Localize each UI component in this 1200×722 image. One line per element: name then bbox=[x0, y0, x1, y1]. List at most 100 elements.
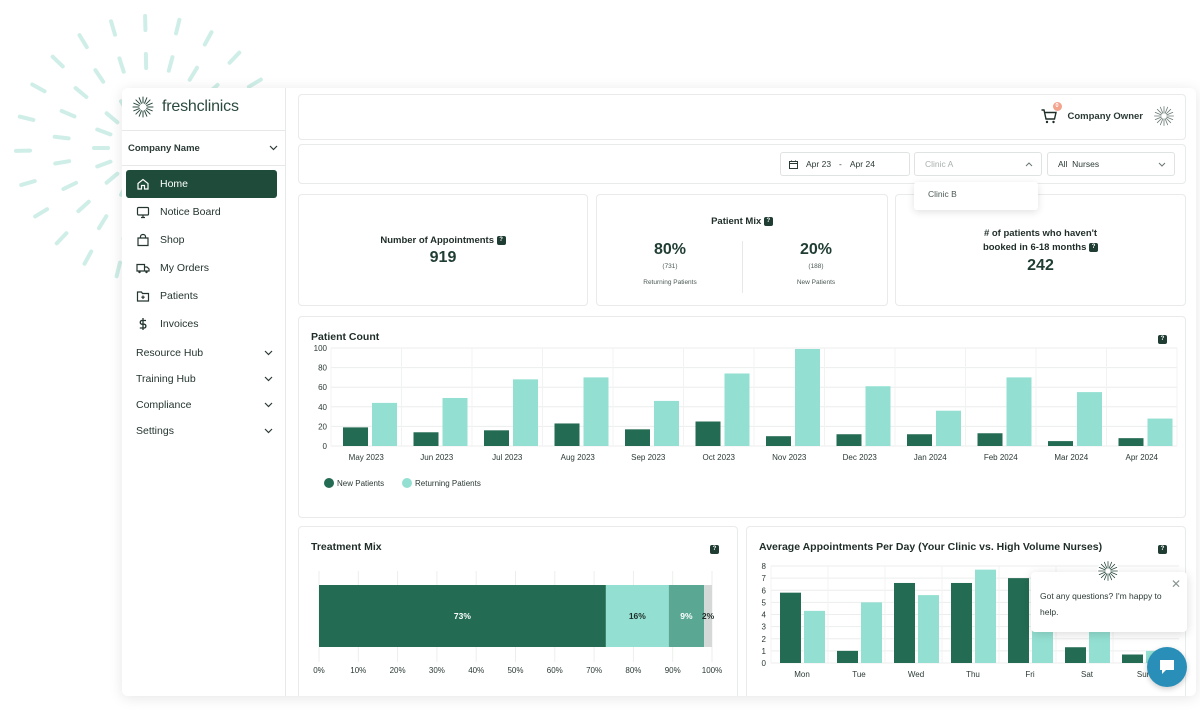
x-tick-label: Wed bbox=[908, 670, 924, 679]
x-tick-label: Sat bbox=[1081, 670, 1094, 679]
segment-label: 16% bbox=[629, 611, 646, 621]
burst-ray bbox=[1156, 117, 1163, 124]
burst-ray bbox=[54, 231, 69, 246]
company-select[interactable]: Company Name bbox=[122, 130, 286, 166]
info-icon[interactable]: ? bbox=[1158, 545, 1167, 554]
kpi-appointments-card: Number of Appointments ? 919 bbox=[298, 194, 588, 306]
sidebar-group-resource-hub[interactable]: Resource Hub bbox=[126, 340, 277, 366]
info-icon[interactable]: ? bbox=[496, 235, 506, 245]
bar-high-volume bbox=[975, 569, 996, 663]
x-tick-label: 80% bbox=[625, 666, 641, 675]
bar-new-patients bbox=[907, 434, 932, 446]
sidebar-item-my-orders[interactable]: My Orders bbox=[126, 254, 277, 282]
burst-ray bbox=[1110, 566, 1118, 571]
bar-your-clinic bbox=[1008, 578, 1029, 663]
info-icon[interactable]: ? bbox=[763, 216, 773, 226]
cart-button[interactable]: 0 bbox=[1040, 102, 1062, 125]
sidebar-item-label: Notice Board bbox=[160, 206, 221, 218]
user-name[interactable]: Company Owner bbox=[1067, 110, 1144, 122]
clinic-dropdown-menu: Clinic B bbox=[914, 182, 1038, 210]
burst-ray bbox=[145, 99, 151, 105]
treatment-mix-title: Treatment Mix bbox=[311, 541, 382, 553]
bar-returning-patients bbox=[1077, 392, 1102, 446]
truck-icon bbox=[136, 263, 150, 274]
info-icon[interactable]: ? bbox=[1089, 242, 1099, 252]
segment-label: 2% bbox=[702, 611, 715, 621]
kpi-patient-mix-title: Patient Mix ? bbox=[597, 216, 887, 227]
x-tick-label: Jan 2024 bbox=[914, 453, 947, 462]
burst-ray bbox=[145, 109, 151, 115]
nurses-select[interactable]: All Nurses bbox=[1047, 152, 1175, 176]
brand-logo[interactable]: freshclinics bbox=[132, 96, 239, 118]
burst-ray bbox=[1098, 566, 1106, 571]
info-icon[interactable]: ? bbox=[1158, 335, 1167, 344]
x-tick-label: Sun bbox=[1137, 670, 1151, 679]
avatar[interactable] bbox=[1153, 105, 1175, 127]
x-tick-label: May 2023 bbox=[349, 453, 385, 462]
sidebar-group-settings[interactable]: Settings bbox=[126, 418, 277, 444]
close-icon[interactable]: ✕ bbox=[1170, 577, 1181, 591]
chat-logo-icon bbox=[1097, 560, 1119, 582]
y-tick-label: 4 bbox=[762, 611, 767, 620]
sidebar-item-invoices[interactable]: Invoices bbox=[126, 310, 277, 338]
burst-ray bbox=[82, 249, 94, 266]
burst-ray bbox=[1100, 563, 1107, 570]
bar-your-clinic bbox=[780, 592, 801, 663]
bar-your-clinic bbox=[894, 582, 915, 663]
kpi-not-booked-title: # of patients who haven't booked in 6-18… bbox=[982, 228, 1099, 253]
divider bbox=[742, 241, 743, 293]
shop-icon bbox=[137, 233, 149, 247]
sidebar-group-training-hub[interactable]: Training Hub bbox=[126, 366, 277, 392]
dollar-icon bbox=[139, 318, 147, 330]
patient-count-panel: Patient Count ? 0 20 40 60 80 100 May 2023 Jun … bbox=[298, 316, 1186, 518]
burst-ray bbox=[187, 65, 200, 82]
x-tick-label: Dec 2023 bbox=[843, 453, 878, 462]
sidebar: freshclinics Company Name Home Notice Bo… bbox=[122, 88, 286, 696]
burst-ray bbox=[1109, 563, 1116, 570]
burst-ray bbox=[174, 17, 182, 36]
monitor-icon bbox=[136, 206, 150, 219]
returning-count: (731) bbox=[662, 263, 678, 270]
sidebar-group-compliance[interactable]: Compliance bbox=[126, 392, 277, 418]
sidebar-item-home[interactable]: Home bbox=[126, 170, 277, 198]
folder-plus-icon bbox=[136, 291, 150, 302]
burst-ray bbox=[1156, 108, 1163, 115]
sidebar-group-label: Training Hub bbox=[136, 373, 196, 385]
y-tick-label: 0 bbox=[323, 442, 328, 451]
date-range-picker[interactable]: Apr 23 - Apr 24 bbox=[780, 152, 910, 176]
legend-label: New Patients bbox=[337, 479, 384, 488]
x-tick-label: 90% bbox=[665, 666, 681, 675]
new-patients-stat: 20% (188) New Patients bbox=[743, 241, 889, 286]
new-count: (188) bbox=[808, 263, 824, 270]
y-tick-label: 60 bbox=[318, 383, 327, 392]
sidebar-item-label: Home bbox=[160, 178, 189, 190]
sidebar-item-notice-board[interactable]: Notice Board bbox=[126, 198, 277, 226]
new-label: New Patients bbox=[796, 279, 836, 286]
burst-ray bbox=[133, 108, 140, 112]
bar-returning-patients bbox=[1147, 418, 1173, 446]
burst-ray bbox=[95, 159, 113, 169]
x-tick-label: 30% bbox=[429, 666, 445, 675]
sidebar-item-label: Shop bbox=[160, 234, 185, 246]
sidebar-item-patients[interactable]: Patients bbox=[126, 282, 277, 310]
burst-ray bbox=[93, 68, 106, 84]
bar-your-clinic bbox=[837, 650, 858, 663]
sidebar-item-shop[interactable]: Shop bbox=[126, 226, 277, 254]
burst-ray bbox=[1159, 106, 1164, 114]
clinic-select[interactable]: Clinic A bbox=[914, 152, 1042, 176]
bar-new-patients bbox=[1118, 438, 1144, 446]
bar-your-clinic bbox=[1122, 654, 1143, 663]
bar-returning-patients bbox=[865, 386, 891, 446]
new-pct: 20% bbox=[799, 241, 833, 258]
chat-launcher-button[interactable] bbox=[1147, 647, 1187, 687]
brand-name: freshclinics bbox=[162, 98, 239, 115]
bar-returning-patients bbox=[795, 348, 820, 446]
treatment-mix-chart: 0% 10% 20% 30% 40% 50% 60% 70% 80% 90% 100% 73% 16% 9… bbox=[313, 571, 722, 675]
bar-your-clinic bbox=[951, 582, 972, 663]
x-tick-label: Thu bbox=[966, 670, 980, 679]
y-tick-label: 40 bbox=[318, 403, 327, 412]
segment-label: 73% bbox=[454, 611, 471, 621]
info-icon[interactable]: ? bbox=[710, 545, 719, 554]
burst-ray bbox=[1166, 116, 1174, 121]
clinic-option[interactable]: Clinic B bbox=[928, 189, 957, 199]
